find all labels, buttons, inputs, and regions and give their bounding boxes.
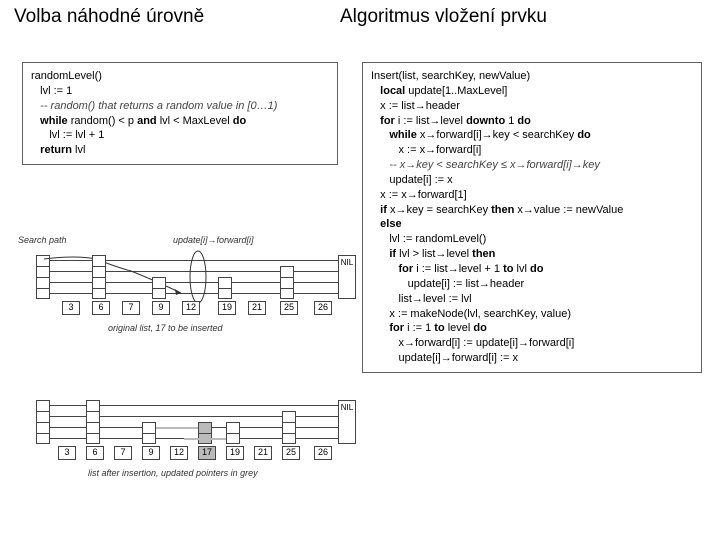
caption-original: original list, 17 to be inserted	[108, 323, 223, 333]
label-search-path: Search path	[18, 235, 67, 245]
node-value: 12	[182, 301, 200, 315]
node-value: 9	[142, 446, 160, 460]
node-tower	[86, 400, 100, 444]
code-line: -- random() that returns a random value …	[31, 99, 329, 114]
node-value-inserted: 17	[198, 446, 216, 460]
label-update-forward: update[i]→forward[i]	[173, 235, 254, 245]
node-value: 26	[314, 301, 332, 315]
node-tower	[152, 277, 166, 299]
nil-box: NIL	[338, 255, 356, 299]
code-line: for i := list→level + 1 to lvl do	[371, 262, 693, 277]
code-line: update[i]→forward[i] := x	[371, 351, 693, 366]
node-value: 3	[58, 446, 76, 460]
code-line: Insert(list, searchKey, newValue)	[371, 69, 693, 84]
search-path-arrows	[36, 253, 206, 301]
code-line: list→level := lvl	[371, 292, 693, 307]
code-line: x→forward[i] := update[i]→forward[i]	[371, 336, 693, 351]
node-value: 25	[280, 301, 298, 315]
node-value: 9	[152, 301, 170, 315]
node-value: 19	[226, 446, 244, 460]
heading-left: Volba náhodné úrovně	[14, 6, 204, 28]
code-line: local update[1..MaxLevel]	[371, 84, 693, 99]
node-tower	[226, 422, 240, 444]
code-line: x := x→forward[i]	[371, 143, 693, 158]
node-value: 25	[282, 446, 300, 460]
code-line: while random() < p and lvl < MaxLevel do	[31, 114, 329, 129]
node-value: 21	[254, 446, 272, 460]
nil-box: NIL	[338, 400, 356, 444]
header-column	[36, 400, 50, 444]
node-tower	[280, 266, 294, 299]
skiplist-diagram-after: NIL 3 6 7 9 12 17 19 21 25 26 list after…	[18, 380, 358, 510]
code-box-insert: Insert(list, searchKey, newValue) local …	[362, 62, 702, 373]
node-value: 21	[248, 301, 266, 315]
code-line: if x→key = searchKey then x→value := new…	[371, 203, 693, 218]
code-line: randomLevel()	[31, 69, 329, 84]
node-value: 19	[218, 301, 236, 315]
code-line: x := makeNode(lvl, searchKey, value)	[371, 307, 693, 322]
node-value: 3	[62, 301, 80, 315]
code-line: for i := list→level downto 1 do	[371, 114, 693, 129]
code-line: for i := 1 to level do	[371, 321, 693, 336]
caption-after: list after insertion, updated pointers i…	[88, 468, 258, 478]
node-value: 7	[122, 301, 140, 315]
node-tower	[282, 411, 296, 444]
node-tower	[92, 255, 106, 299]
code-line: else	[371, 217, 693, 232]
code-line: while x→forward[i]→key < searchKey do	[371, 128, 693, 143]
code-line: x := list→header	[371, 99, 693, 114]
node-value: 26	[314, 446, 332, 460]
node-value: 6	[92, 301, 110, 315]
node-value: 12	[170, 446, 188, 460]
heading-right: Algoritmus vložení prvku	[340, 6, 547, 28]
code-line: if lvl > list→level then	[371, 247, 693, 262]
code-line: return lvl	[31, 143, 329, 158]
code-box-randomlevel: randomLevel() lvl := 1 -- random() that …	[22, 62, 338, 165]
code-line: lvl := 1	[31, 84, 329, 99]
node-value: 7	[114, 446, 132, 460]
node-tower-inserted	[198, 422, 212, 444]
code-line: lvl := lvl + 1	[31, 128, 329, 143]
code-line: -- x→key < searchKey ≤ x→forward[i]→key	[371, 158, 693, 173]
skiplist-diagram-before: Search path update[i]→forward[i] NIL 3 6…	[18, 235, 358, 365]
code-line: x := x→forward[1]	[371, 188, 693, 203]
node-tower	[142, 422, 156, 444]
code-line: lvl := randomLevel()	[371, 232, 693, 247]
node-tower	[218, 277, 232, 299]
code-line: update[i] := x	[371, 173, 693, 188]
code-line: update[i] := list→header	[371, 277, 693, 292]
node-value: 6	[86, 446, 104, 460]
